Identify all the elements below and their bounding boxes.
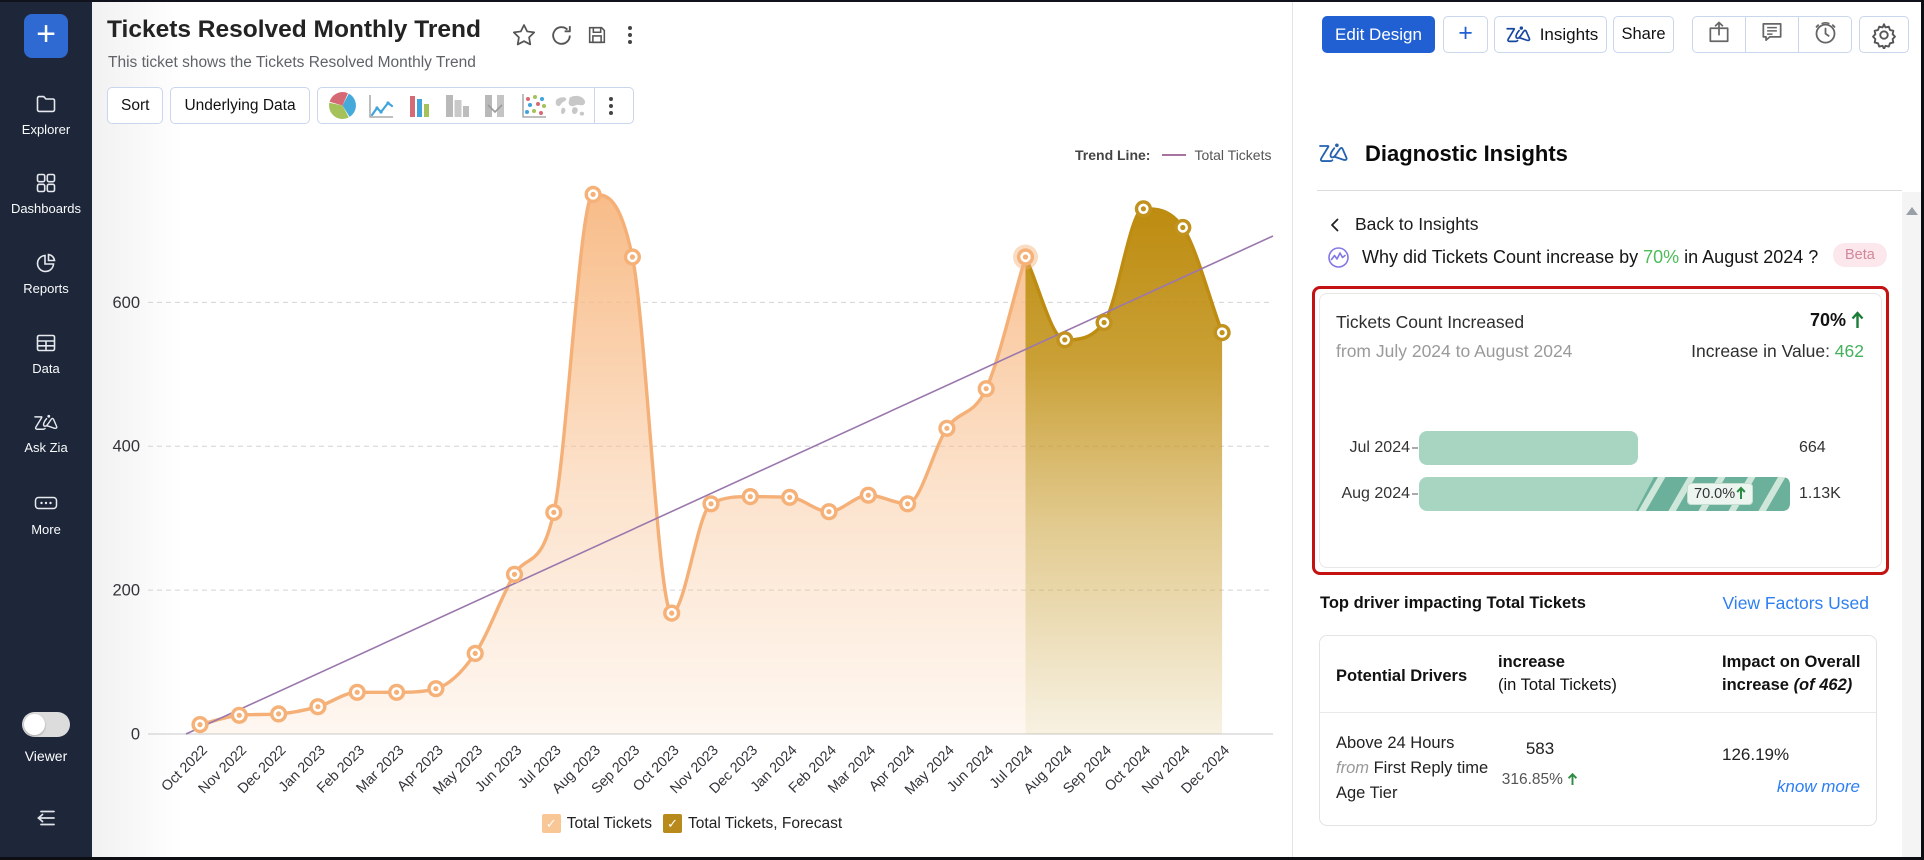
svg-text:0: 0	[131, 726, 140, 744]
svg-text:200: 200	[112, 582, 140, 600]
svg-text:600: 600	[112, 294, 140, 312]
svg-text:400: 400	[112, 438, 140, 456]
